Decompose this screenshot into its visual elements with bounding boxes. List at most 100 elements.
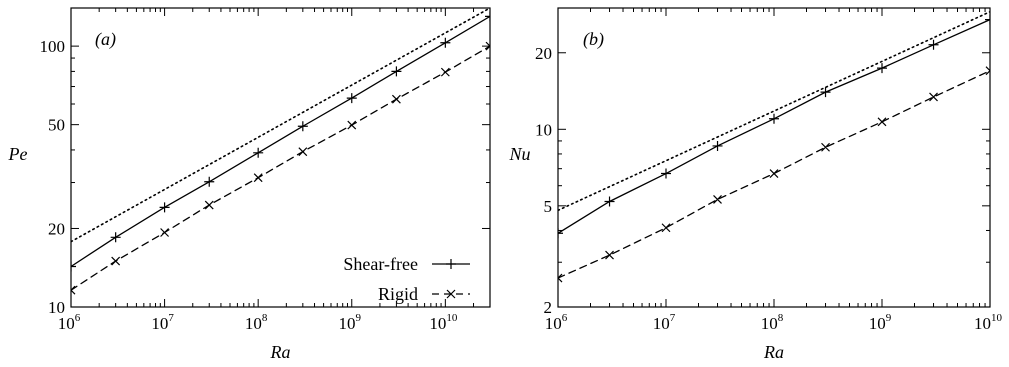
x-tick-exponent: 7 bbox=[168, 312, 174, 324]
cross-marker bbox=[160, 228, 170, 237]
x-tick-exponent: 8 bbox=[262, 312, 268, 324]
plus-marker bbox=[110, 232, 121, 243]
cross-marker bbox=[71, 285, 76, 295]
plus-marker bbox=[712, 140, 723, 151]
cross-marker bbox=[347, 120, 357, 130]
y-tick-label: 10 bbox=[48, 298, 65, 317]
plus-marker bbox=[346, 93, 357, 104]
x-tick-base: 10 bbox=[58, 314, 75, 333]
series-line bbox=[558, 10, 990, 212]
x-tick-exponent: 7 bbox=[670, 312, 676, 324]
plus-marker bbox=[558, 228, 563, 239]
series-reference-group bbox=[558, 10, 990, 212]
plot-frame bbox=[557, 7, 991, 308]
plus-marker bbox=[204, 176, 215, 187]
cross-marker bbox=[111, 256, 121, 266]
y-tick-label: 10 bbox=[535, 120, 552, 139]
x-tick-base: 10 bbox=[245, 314, 262, 333]
cross-marker bbox=[877, 117, 887, 127]
x-tick-label: 107 bbox=[151, 312, 174, 333]
series-line bbox=[71, 15, 490, 268]
y-axis-label: Pe bbox=[8, 144, 28, 164]
cross-marker bbox=[661, 223, 671, 233]
cross-marker bbox=[298, 147, 308, 157]
cross-marker bbox=[440, 67, 450, 77]
x-tick-exponent: 10 bbox=[991, 312, 1003, 324]
cross-marker bbox=[204, 200, 214, 210]
x-tick-base: 10 bbox=[429, 314, 446, 333]
series-line bbox=[71, 45, 490, 291]
y-tick-label: 20 bbox=[535, 44, 552, 63]
cross-marker bbox=[605, 250, 614, 260]
plus-marker bbox=[440, 37, 451, 48]
x-tick-base: 10 bbox=[151, 314, 168, 333]
plus-marker bbox=[928, 39, 939, 50]
plus-marker bbox=[253, 147, 264, 158]
x-tick-base: 10 bbox=[339, 314, 356, 333]
x-tick-label: 106 bbox=[545, 312, 568, 333]
x-tick-label: 107 bbox=[653, 312, 676, 333]
cross-marker bbox=[391, 94, 401, 104]
x-axis-label: Ra bbox=[763, 342, 784, 362]
cross-marker bbox=[929, 92, 938, 102]
plus-marker bbox=[297, 121, 308, 132]
plus-marker bbox=[485, 11, 490, 22]
cross-marker bbox=[821, 142, 830, 152]
plus-marker bbox=[159, 202, 170, 213]
x-tick-label: 106 bbox=[58, 312, 81, 333]
plus-marker bbox=[769, 113, 779, 124]
plus-marker bbox=[604, 196, 615, 207]
x-tick-exponent: 9 bbox=[356, 312, 362, 324]
series-rigid-group bbox=[71, 41, 490, 295]
series-line bbox=[558, 18, 990, 234]
cross-marker bbox=[985, 66, 990, 76]
x-tick-label: 109 bbox=[869, 312, 892, 333]
x-tick-base: 10 bbox=[869, 314, 886, 333]
cross-marker bbox=[713, 194, 722, 204]
plus-marker bbox=[71, 261, 76, 272]
legend: Shear-free Rigid bbox=[343, 254, 470, 304]
cross-marker bbox=[769, 169, 779, 178]
plus-marker bbox=[985, 14, 990, 25]
x-tick-exponent: 8 bbox=[778, 312, 784, 324]
cross-marker bbox=[558, 273, 563, 283]
series-shear-free-group bbox=[558, 14, 990, 239]
y-tick-label: 50 bbox=[48, 116, 65, 135]
series-line bbox=[558, 70, 990, 279]
x-tick-exponent: 10 bbox=[446, 312, 458, 324]
series-rigid-group bbox=[558, 66, 990, 283]
y-tick-label: 100 bbox=[40, 37, 66, 56]
series-reference-group bbox=[71, 8, 490, 243]
x-tick-base: 10 bbox=[761, 314, 778, 333]
plus-marker bbox=[820, 87, 831, 98]
legend-label: Rigid bbox=[378, 284, 418, 304]
panel-label: (b) bbox=[583, 29, 604, 50]
cross-marker bbox=[485, 41, 490, 51]
y-axis-label: Nu bbox=[508, 144, 530, 164]
x-axis-label: Ra bbox=[270, 342, 291, 362]
series-line bbox=[71, 8, 490, 243]
x-tick-label: 109 bbox=[339, 312, 362, 333]
chart-panel-a: 106 107 108 109 1010102050100RaPe(a)Shear-fr… bbox=[8, 7, 491, 362]
x-tick-exponent: 6 bbox=[562, 312, 568, 324]
y-tick-label: 2 bbox=[544, 298, 553, 317]
y-tick-label: 5 bbox=[544, 197, 553, 216]
legend-plus-marker bbox=[446, 259, 456, 269]
cross-marker bbox=[253, 173, 263, 183]
x-tick-base: 10 bbox=[545, 314, 562, 333]
x-tick-exponent: 9 bbox=[886, 312, 892, 324]
series-shear-free-group bbox=[71, 11, 490, 272]
x-tick-base: 10 bbox=[974, 314, 991, 333]
x-tick-exponent: 6 bbox=[75, 312, 81, 324]
x-tick-label: 1010 bbox=[429, 312, 458, 333]
plus-marker bbox=[877, 63, 887, 74]
x-tick-label: 1010 bbox=[974, 312, 1003, 333]
plus-marker bbox=[391, 66, 402, 77]
x-tick-label: 108 bbox=[761, 312, 784, 333]
y-tick-label: 20 bbox=[48, 219, 65, 238]
legend-label: Shear-free bbox=[343, 254, 418, 274]
plot-frame bbox=[70, 7, 491, 308]
x-tick-base: 10 bbox=[653, 314, 670, 333]
